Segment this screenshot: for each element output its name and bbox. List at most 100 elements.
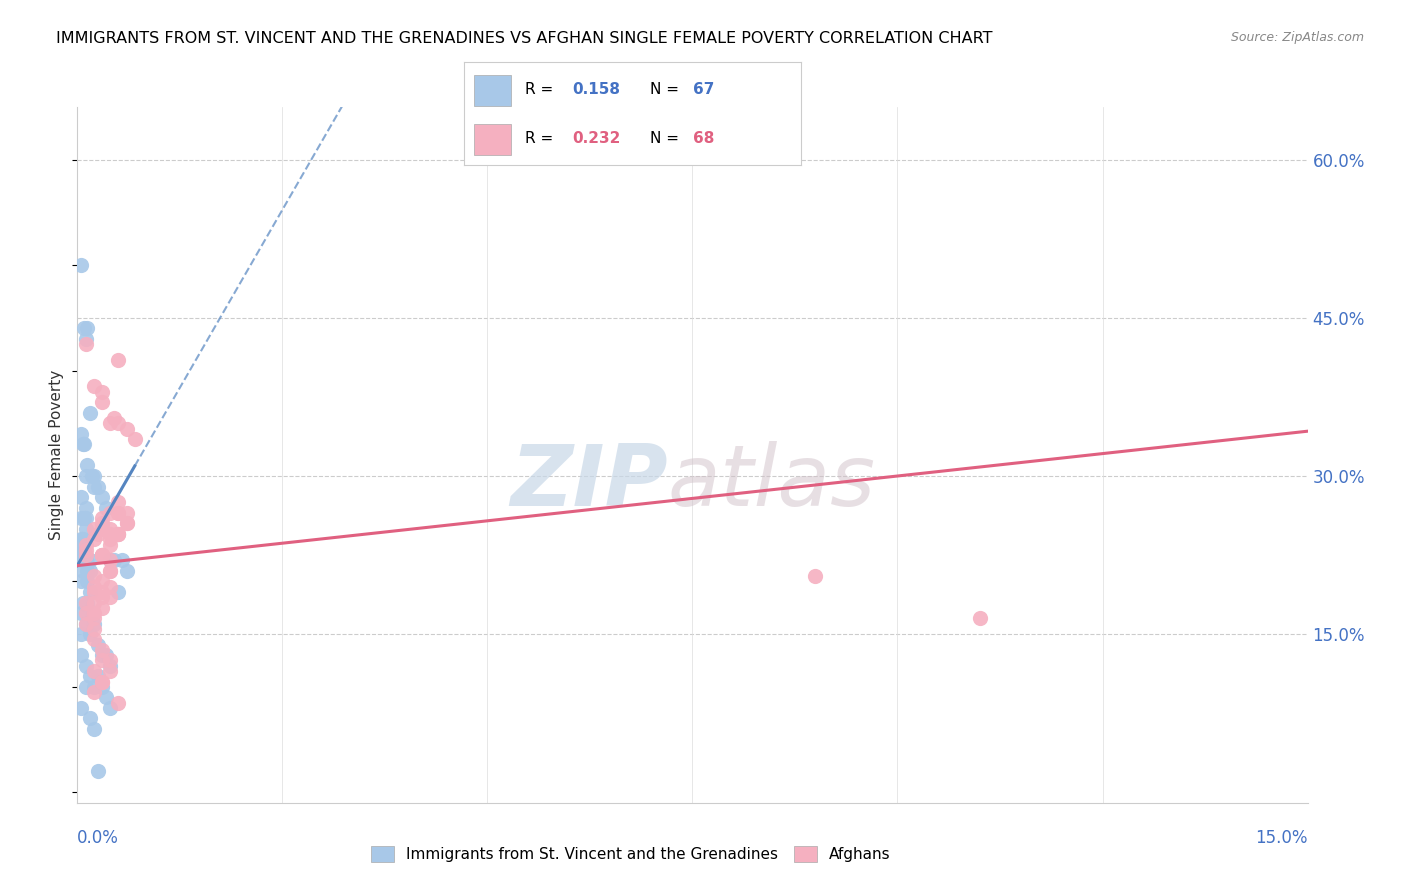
Point [75, 542, 97, 557]
Point [70, 511, 93, 525]
Point [72, 564, 94, 578]
Point [82, 469, 104, 483]
Bar [474, 124, 512, 155]
Text: 0.232: 0.232 [572, 131, 620, 146]
Point [75, 469, 97, 483]
Point [90, 653, 114, 667]
Point [98, 564, 121, 578]
Point [83, 685, 105, 699]
Point [70, 553, 93, 567]
Point [98, 580, 121, 594]
Point [75, 553, 97, 567]
Point [75, 511, 97, 525]
Point [75, 616, 97, 631]
Text: N =: N = [650, 81, 683, 96]
Point [94, 690, 117, 705]
Point [90, 600, 114, 615]
Point [73, 542, 96, 557]
Point [90, 680, 114, 694]
Point [75, 548, 97, 562]
Point [75, 606, 97, 620]
Point [83, 680, 105, 694]
Point [75, 553, 97, 567]
Point [98, 553, 121, 567]
Point [83, 522, 105, 536]
Point [98, 664, 121, 678]
Point [70, 490, 93, 504]
Point [98, 564, 121, 578]
Point [111, 553, 134, 567]
Point [70, 258, 93, 272]
Point [73, 437, 96, 451]
Point [90, 490, 114, 504]
Point [90, 548, 114, 562]
Point [115, 516, 138, 531]
Point [124, 432, 146, 446]
Text: N =: N = [650, 131, 683, 146]
Point [90, 674, 114, 689]
Point [75, 616, 97, 631]
Point [87, 638, 110, 652]
Point [73, 321, 96, 335]
Point [79, 553, 101, 567]
Text: 68: 68 [693, 131, 714, 146]
Point [83, 622, 105, 636]
Text: 67: 67 [693, 81, 714, 96]
Point [107, 527, 129, 541]
Point [83, 632, 105, 647]
Point [115, 564, 138, 578]
Text: R =: R = [524, 131, 558, 146]
Point [76, 574, 98, 589]
Point [70, 426, 93, 441]
Point [90, 585, 114, 599]
Point [75, 553, 97, 567]
Point [115, 421, 138, 435]
Point [70, 533, 93, 547]
Point [83, 664, 105, 678]
Point [90, 548, 114, 562]
Point [76, 564, 98, 578]
Point [83, 585, 105, 599]
Text: atlas: atlas [668, 442, 876, 524]
Point [98, 553, 121, 567]
Point [90, 516, 114, 531]
Point [75, 595, 97, 609]
Point [94, 648, 117, 663]
Point [90, 522, 114, 536]
Point [83, 479, 105, 493]
Point [73, 511, 96, 525]
Text: 0.0%: 0.0% [77, 830, 120, 847]
Point [79, 669, 101, 683]
Point [804, 569, 827, 583]
Point [107, 527, 129, 541]
Point [70, 701, 93, 715]
Point [107, 696, 129, 710]
Point [103, 553, 125, 567]
Point [87, 764, 110, 779]
Bar [474, 75, 512, 105]
Point [72, 533, 94, 547]
Text: 0.158: 0.158 [572, 81, 620, 96]
Text: Source: ZipAtlas.com: Source: ZipAtlas.com [1230, 31, 1364, 45]
Point [75, 500, 97, 515]
Point [83, 533, 105, 547]
Point [70, 627, 93, 641]
Point [107, 353, 129, 368]
Point [94, 500, 117, 515]
Point [98, 537, 121, 551]
Point [90, 384, 114, 399]
Point [107, 417, 129, 431]
Point [107, 495, 129, 509]
Point [90, 574, 114, 589]
Point [72, 437, 94, 451]
Point [115, 516, 138, 531]
Point [98, 533, 121, 547]
Point [107, 527, 129, 541]
Point [98, 417, 121, 431]
Point [107, 585, 129, 599]
Point [90, 648, 114, 663]
Point [75, 332, 97, 346]
Y-axis label: Single Female Poverty: Single Female Poverty [49, 370, 65, 540]
Text: ZIP: ZIP [510, 442, 668, 524]
Point [107, 506, 129, 520]
